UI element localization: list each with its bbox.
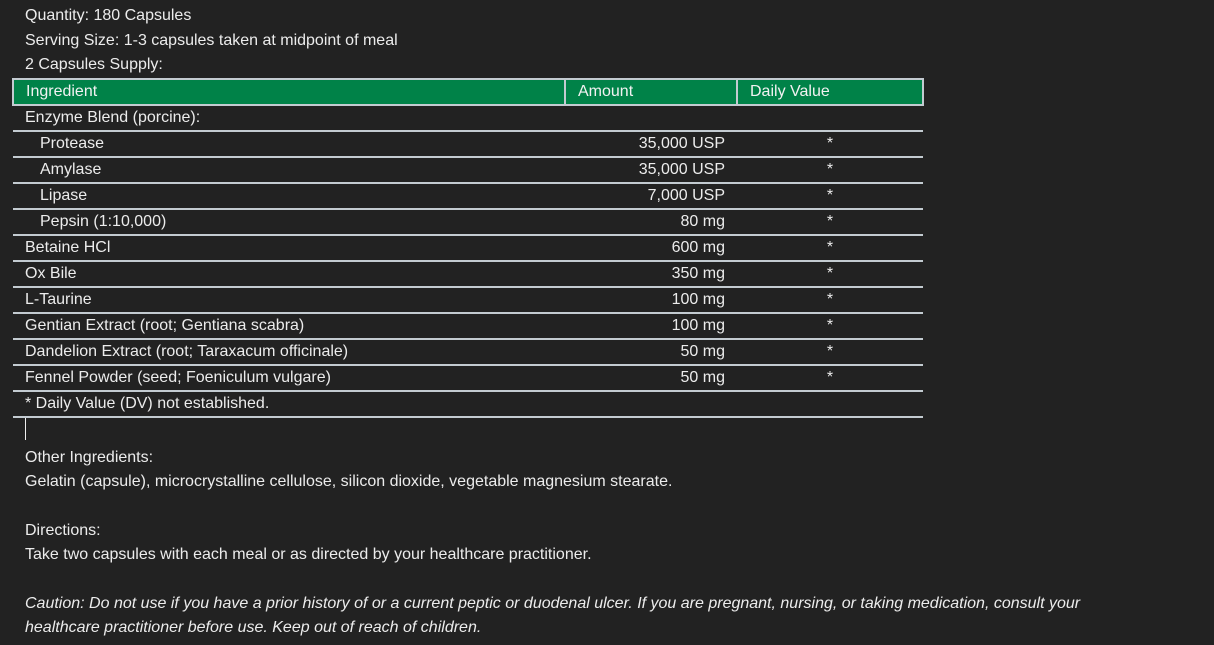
ingredient-amount: 100 mg [565,286,737,314]
other-ingredients-text: Gelatin (capsule), microcrystalline cell… [25,473,673,490]
ingredient-amount: 35,000 USP [565,130,737,158]
table-row: Dandelion Extract (root; Taraxacum offic… [13,338,923,366]
ingredient-daily-value: * [737,312,923,340]
supply: 2 Capsules Supply: [25,56,163,73]
table-row: Pepsin (1:10,000) 80 mg * [13,208,923,236]
ingredient-name: Ox Bile [13,260,565,288]
caution-line-1: Caution: Do not use if you have a prior … [25,594,1081,612]
ingredient-name: Protease [13,130,565,158]
ingredient-name: Enzyme Blend (porcine): [13,104,565,132]
ingredient-name: Fennel Powder (seed; Foeniculum vulgare) [13,364,565,392]
directions-title: Directions: [25,521,101,539]
table-row: Protease 35,000 USP * [13,130,923,158]
col-amount: Amount [564,77,738,106]
ingredient-amount: 35,000 USP [565,156,737,184]
ingredient-name: L-Taurine [13,286,565,314]
other-ingredients-title: Other Ingredients: [25,448,154,466]
table-row: Betaine HCl 600 mg * [13,234,923,262]
ingredient-amount: 100 mg [565,312,737,340]
text-cursor [25,417,26,440]
col-ingredient: Ingredient [12,77,566,106]
ingredient-name: Dandelion Extract (root; Taraxacum offic… [13,338,565,366]
ingredient-daily-value: * [737,156,923,184]
ingredient-amount: 600 mg [565,234,737,262]
ingredient-name: Pepsin (1:10,000) [13,208,565,236]
caution-line-2: healthcare practitioner before use. Keep… [25,619,482,636]
table-row: Lipase 7,000 USP * [13,182,923,210]
table-row: Gentian Extract (root; Gentiana scabra) 1… [13,312,923,340]
directions-text: Take two capsules with each meal or as d… [25,546,592,563]
table-row: Enzyme Blend (porcine): [13,104,923,132]
ingredient-daily-value: * [737,130,923,158]
quantity: Quantity: 180 Capsules [25,7,192,24]
ingredient-name: Betaine HCl [13,234,565,262]
ingredient-amount: 50 mg [565,364,737,392]
ingredient-daily-value: * [737,234,923,262]
ingredient-daily-value [737,104,923,132]
ingredient-amount: 50 mg [565,338,737,366]
col-daily-value: Daily Value [736,77,924,106]
ingredient-daily-value: * [737,260,923,288]
ingredient-name: Amylase [13,156,565,184]
ingredient-amount: 80 mg [565,208,737,236]
ingredient-amount [565,104,737,132]
ingredient-daily-value: * [737,338,923,366]
ingredient-daily-value: * [737,286,923,314]
ingredient-daily-value: * [737,364,923,392]
table-row: Fennel Powder (seed; Foeniculum vulgare)… [13,364,923,392]
ingredient-name: Lipase [13,182,565,210]
footnote-row: * Daily Value (DV) not established. [13,390,923,418]
ingredient-amount: 350 mg [565,260,737,288]
table-row: Amylase 35,000 USP * [13,156,923,184]
ingredient-daily-value: * [737,182,923,210]
ingredient-name: Gentian Extract (root; Gentiana scabra) [13,312,565,340]
serving-size: Serving Size: 1-3 capsules taken at midp… [25,31,398,49]
table-header: Ingredient Amount Daily Value [12,77,924,106]
ingredient-amount: 7,000 USP [565,182,737,210]
table-row: L-Taurine 100 mg * [13,286,923,314]
supplement-facts-table: Ingredient Amount Daily Value Enzyme Ble… [12,77,924,418]
ingredient-daily-value: * [737,208,923,236]
table-row: Ox Bile 350 mg * [13,260,923,288]
footnote: * Daily Value (DV) not established. [13,390,923,418]
